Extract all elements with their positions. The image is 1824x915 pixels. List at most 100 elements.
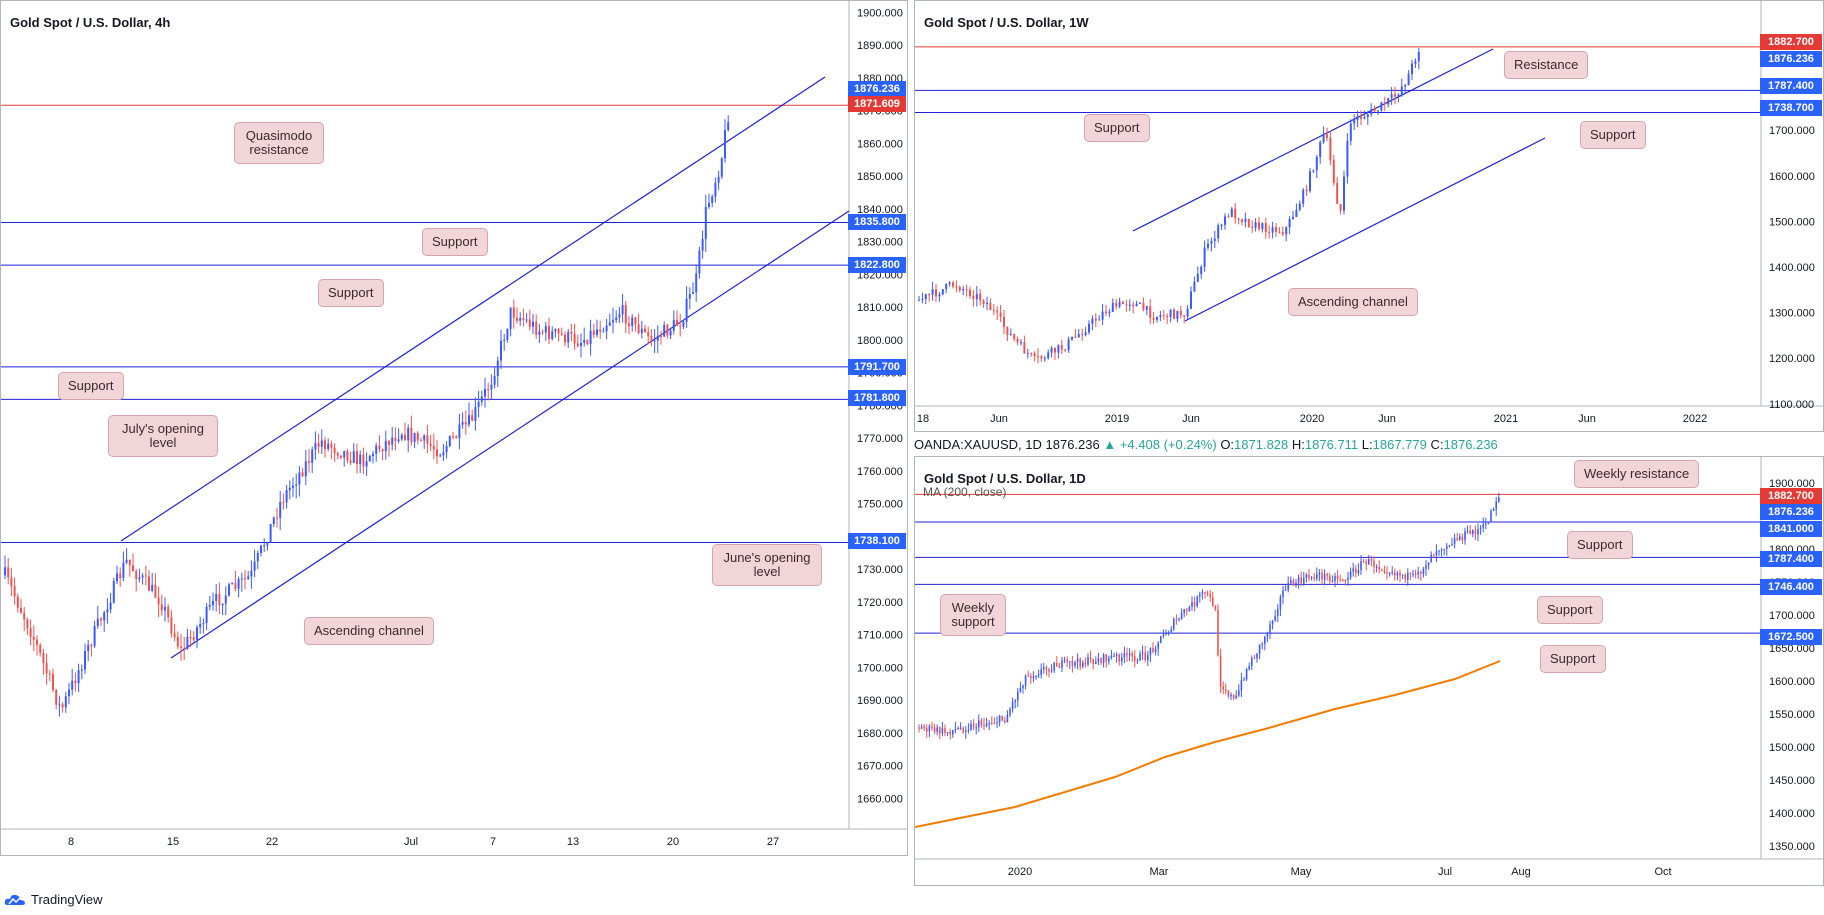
chart-annotation-w1[interactable]: Support — [1580, 121, 1646, 149]
candle-1d — [1282, 590, 1284, 597]
candle-1d — [970, 723, 972, 730]
candle-4h — [13, 586, 16, 597]
candle-1d — [1170, 629, 1172, 633]
chart-annotation-h4[interactable]: Support — [58, 372, 124, 400]
candle-1d — [1316, 574, 1318, 579]
chart-annotation-h4[interactable]: July's opening level — [108, 415, 218, 457]
candle-1d — [1113, 655, 1115, 657]
candle-1d — [952, 730, 954, 735]
candle-1d — [1045, 667, 1048, 670]
candle-4h — [637, 324, 640, 334]
candle-4h — [631, 317, 634, 327]
price-tick-label: 1550.000 — [1769, 709, 1815, 721]
candle-4h — [148, 576, 150, 591]
candle-4h — [618, 314, 621, 318]
time-tick-label: Jun — [1378, 413, 1396, 425]
chart-annotation-h4[interactable]: Support — [422, 228, 488, 256]
candle-1w — [1213, 238, 1216, 241]
chart-annotation-h4[interactable]: June's opening level — [712, 544, 822, 586]
candle-1w — [1254, 222, 1257, 228]
candle-1w — [1326, 134, 1328, 138]
chart-annotation-w1[interactable]: Support — [1084, 114, 1150, 142]
candle-4h — [544, 326, 547, 333]
candle-1w — [1098, 319, 1101, 321]
candle-1d — [1097, 658, 1100, 662]
candle-1d — [1035, 676, 1037, 678]
candle-1w — [1057, 345, 1060, 353]
candle-1d — [1079, 658, 1081, 667]
candle-1w — [1309, 171, 1311, 192]
candle-4h — [503, 339, 506, 341]
chart-canvas-1w[interactable]: 1900.0001800.0001700.0001600.0001500.000… — [915, 1, 1824, 432]
price-tick-label: 1760.000 — [857, 466, 903, 478]
candle-1d — [1352, 568, 1354, 572]
candle-4h — [557, 329, 560, 334]
candle-1d — [1165, 634, 1167, 636]
candle-1d — [1162, 634, 1165, 637]
chart-annotation-h4[interactable]: Support — [318, 279, 384, 307]
chart-annotation-h4[interactable]: Ascending channel — [304, 617, 434, 645]
candle-4h — [314, 443, 317, 450]
price-tick-label: 1400.000 — [1769, 262, 1815, 274]
candle-1w — [1264, 223, 1267, 233]
candle-4h — [240, 578, 243, 580]
candle-4h — [176, 636, 179, 647]
candle-1d — [1160, 636, 1162, 643]
candle-1d — [954, 729, 957, 731]
candle-1w — [1288, 218, 1291, 228]
candle-4h — [244, 578, 246, 580]
chart-panel-1d[interactable]: 1900.0001850.0001800.0001750.0001700.000… — [914, 456, 1824, 886]
price-label-d1: 1746.400 — [1760, 579, 1822, 595]
candle-1w — [1360, 116, 1362, 119]
candle-4h — [109, 602, 112, 610]
candle-1d — [1433, 554, 1435, 556]
candle-1d — [1479, 527, 1482, 530]
ma-indicator-label: MA (200, close) — [923, 485, 1007, 499]
chart-annotation-d1[interactable]: Weekly resistance — [1574, 460, 1700, 488]
candle-4h — [589, 330, 592, 345]
candle-4h — [512, 307, 515, 318]
candle-1w — [982, 300, 985, 305]
candle-4h — [231, 583, 234, 585]
chart-title-1w: Gold Spot / U.S. Dollar, 1W — [924, 15, 1089, 30]
candle-1w — [1332, 160, 1335, 183]
candle-1w — [969, 289, 971, 297]
candle-1d — [931, 725, 933, 728]
candle-1d — [1009, 709, 1011, 715]
chart-annotation-w1[interactable]: Ascending channel — [1288, 288, 1418, 316]
chart-annotation-d1[interactable]: Support — [1540, 645, 1606, 673]
time-tick-label: Jul — [404, 836, 418, 848]
chart-canvas-1d[interactable]: 1900.0001850.0001800.0001750.0001700.000… — [915, 457, 1824, 886]
candle-4h — [724, 129, 726, 159]
candle-1w — [1135, 303, 1138, 307]
candle-1d — [939, 727, 941, 734]
candle-4h — [74, 680, 77, 684]
chart-annotation-w1[interactable]: Resistance — [1504, 51, 1589, 79]
candle-1d — [1305, 574, 1308, 578]
candle-4h — [218, 594, 221, 606]
chart-canvas-4h[interactable]: 1900.0001890.0001880.0001870.0001860.000… — [1, 1, 908, 856]
tradingview-logo[interactable]: TradingView — [4, 892, 103, 907]
chart-annotation-d1[interactable]: Support — [1567, 531, 1633, 559]
candle-4h — [720, 158, 723, 177]
chart-annotation-d1[interactable]: Support — [1537, 596, 1603, 624]
candle-1d — [1108, 657, 1110, 662]
chart-annotation-h4[interactable]: Quasimodo resistance — [234, 122, 324, 164]
candle-1w — [1305, 189, 1308, 192]
candle-1w — [918, 299, 920, 301]
candle-4h — [656, 335, 659, 341]
chart-annotation-d1[interactable]: Weekly support — [940, 594, 1006, 636]
candle-1d — [1443, 548, 1445, 550]
candle-1d — [1001, 715, 1003, 721]
candle-1w — [1193, 281, 1196, 292]
candle-1w — [1281, 232, 1284, 235]
candle-4h — [266, 542, 269, 546]
price-tick-label: 1300.000 — [1769, 308, 1815, 320]
candle-1d — [959, 727, 962, 729]
candle-1w — [1400, 86, 1403, 95]
candle-4h — [714, 182, 717, 197]
chart-panel-1w[interactable]: 1900.0001800.0001700.0001600.0001500.000… — [914, 0, 1824, 432]
candle-1w — [1370, 109, 1373, 115]
candle-4h — [445, 446, 448, 453]
candle-1d — [1063, 659, 1066, 661]
